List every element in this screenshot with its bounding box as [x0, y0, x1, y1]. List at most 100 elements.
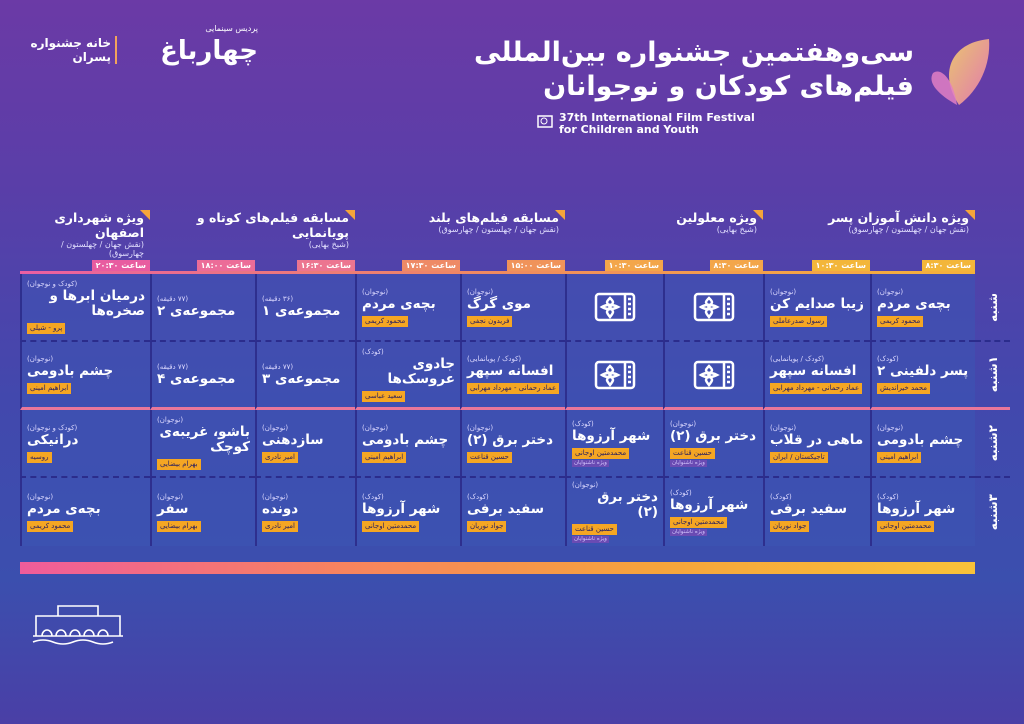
film-title: شهر آرزوها [362, 500, 441, 517]
screening-cell: (نوجوان) دختر برق (۲) حسین قناعت ویژه ناشنو… [663, 410, 763, 478]
screening-cell: (۳۶ دقیقه) مجموعه‌ی ۱ [255, 274, 355, 342]
film-category: (کودک) [572, 419, 594, 428]
group-venue: (نقش جهان / چهلستون / چهارسوق) [848, 225, 969, 234]
time-label: ساعت ۱۸:۰۰ [196, 260, 255, 271]
bridge-logo-icon [32, 605, 123, 645]
film-title: چشم بادومی [362, 431, 449, 448]
film-category: (نوجوان) [467, 423, 494, 432]
film-director: بهرام بیضایی [157, 520, 201, 532]
film-title: شهر آرزوها [670, 496, 749, 513]
film-director: فریدون نجفی [467, 315, 513, 327]
film-category: (کودک) [362, 347, 384, 356]
film-category: (کودک) [670, 488, 692, 497]
group-header: ویژه معلولین (شیخ بهایی) [565, 210, 763, 234]
group-venue: (نقش جهان / چهلستون / چهارسوق) [438, 225, 559, 234]
screening-cell: (کودک) شهر آرزوها محمدمتین اوجانی ویژه ناشن… [663, 478, 763, 546]
screening-cell: (کودک و نوجوان) درانیکی روسیه [20, 410, 150, 478]
day-cell: شنبه [975, 274, 1010, 342]
film-title: دختر برق (۲) [597, 489, 658, 520]
subtitle-line-1: 37th International Film Festival [559, 111, 755, 124]
butterfly-icon [931, 39, 990, 105]
screening-cell: (کودک و نوجوان) درمیان ابرها و صخره‌ها پرو… [20, 274, 150, 342]
film-category: (کودک) [877, 492, 899, 501]
time-label: ساعت ۸:۳۰ [709, 260, 763, 271]
special-note: ویژه ناشنوایان [572, 536, 609, 543]
film-category: (۷۷ دقیقه) [157, 362, 189, 371]
group-name: ویژه دانش آموزان پسر [767, 210, 975, 225]
time-label: ساعت ۲۰:۳۰ [91, 260, 150, 271]
film-title: پسر دلفینی ۲ [877, 363, 969, 379]
screening-cell: (کودک) سفید برفی جواد نوریان [460, 478, 565, 546]
screening-icon-cell [565, 342, 663, 410]
screening-cell: (کودک) پسر دلفینی ۲ محمد خیراندیش [870, 342, 975, 410]
film-title: ماهی در قلاب [770, 431, 864, 448]
chaharbagh-logo: پردیس سینمایی چهارباغ خانه جشنواره پسران [22, 24, 262, 80]
group-name: مسابقه فیلم‌های کوتاه و پویانمایی [154, 210, 355, 240]
film-director: محمود کریمی [362, 315, 409, 327]
film-title: سفر [157, 500, 189, 517]
film-title: بچه‌ی مردم [877, 295, 951, 312]
festival-film-icon [594, 292, 636, 322]
time-label: ساعت ۸:۳۰ [921, 260, 975, 271]
film-director: امیر نادری [262, 520, 298, 532]
film-director: محمود کریمی [27, 520, 74, 532]
film-title: دختر برق (۲) [670, 427, 757, 444]
film-director: بهرام بیضایی [157, 459, 201, 470]
film-category: (نوجوان) [262, 492, 289, 501]
film-title: زیبا صدایم کن [770, 295, 864, 312]
title-line-2: فیلم‌های کودکان و نوجوانان [543, 71, 914, 102]
film-title: درانیکی [27, 431, 79, 448]
film-director: ابراهیم امینی [877, 451, 922, 463]
film-title: افسانه سپهر [467, 363, 554, 379]
film-category: (۷۷ دقیقه) [262, 362, 294, 371]
film-category: (نوجوان) [157, 416, 184, 424]
film-title: چشم بادومی [877, 431, 964, 448]
film-director: محمدمتین اوجانی [877, 520, 935, 532]
festival-film-icon [594, 360, 636, 389]
day-cell: ۳شنبه [975, 478, 1010, 546]
film-category: (نوجوان) [877, 287, 904, 296]
film-category: (نوجوان) [362, 423, 389, 432]
special-note: ویژه ناشنوایان [670, 528, 707, 536]
film-category: (نوجوان) [27, 492, 54, 501]
screening-cell: (نوجوان) دختر برق (۲) حسین قناعت ویژه ناشنو… [565, 478, 663, 546]
film-director: روسیه [27, 451, 52, 463]
film-title: موی گرگ [467, 295, 531, 312]
film-title: مجموعه‌ی ۲ [157, 303, 236, 319]
film-director: تاجیکستان / ایران [770, 451, 828, 463]
film-category: (کودک و نوجوان) [27, 423, 78, 432]
film-category: (نوجوان) [877, 423, 904, 432]
group-header: ویژه دانش آموزان پسر (نقش جهان / چهلستون … [763, 210, 975, 234]
screening-cell: (نوجوان) موی گرگ فریدون نجفی [460, 274, 565, 342]
group-name: مسابقه فیلم‌های بلند [359, 210, 565, 225]
group-venue: (شیخ بهایی) [716, 225, 757, 234]
film-title: سازدهنی [262, 431, 324, 448]
day-label: ۳شنبه [985, 493, 1000, 531]
film-category: (کودک / پویانمایی) [770, 355, 825, 363]
day-cell: ۱شنبه [975, 342, 1010, 410]
time-label: ساعت ۱۷:۳۰ [401, 260, 460, 271]
film-title: شهر آرزوها [877, 500, 956, 517]
special-note: ویژه ناشنوایان [670, 459, 707, 467]
film-director: عماد رحمانی - مهرداد مهرابی [770, 383, 863, 394]
festival-house: خانه جشنواره پسران [22, 36, 117, 64]
film-title: افسانه سپهر [770, 363, 857, 379]
screening-icon-cell [565, 274, 663, 342]
screening-cell: (نوجوان) بچه‌ی مردم محمود کریمی [355, 274, 460, 342]
group-name: ویژه معلولین [569, 210, 763, 225]
house-label: خانه جشنواره [30, 36, 111, 50]
screening-cell: (نوجوان) سازدهنی امیر نادری [255, 410, 355, 478]
screening-cell: (نوجوان) سفر بهرام بیضایی [150, 478, 255, 546]
film-category: (کودک) [770, 492, 792, 501]
screening-cell: (کودک) شهر آرزوها محمدمتین اوجانی ویژه ناشن… [565, 410, 663, 478]
screening-cell: (۷۷ دقیقه) مجموعه‌ی ۲ [150, 274, 255, 342]
schedule-grid: شنبه (نوجوان) بچه‌ی مردم محمود کریمی (نوجوان… [20, 274, 1010, 546]
film-title: بچه‌ی مردم [362, 295, 436, 312]
festival-subtitle-en: 37th International Film Festival for Chi… [535, 112, 755, 136]
film-director: محمدمتین اوجانی [362, 520, 420, 532]
film-director: امیر نادری [262, 451, 298, 463]
film-title: مجموعه‌ی ۴ [157, 370, 236, 387]
screening-cell: (نوجوان) دونده امیر نادری [255, 478, 355, 546]
film-director: جواد نوریان [770, 520, 810, 532]
group-header: مسابقه فیلم‌های کوتاه و پویانمایی (شیخ به… [150, 210, 355, 249]
